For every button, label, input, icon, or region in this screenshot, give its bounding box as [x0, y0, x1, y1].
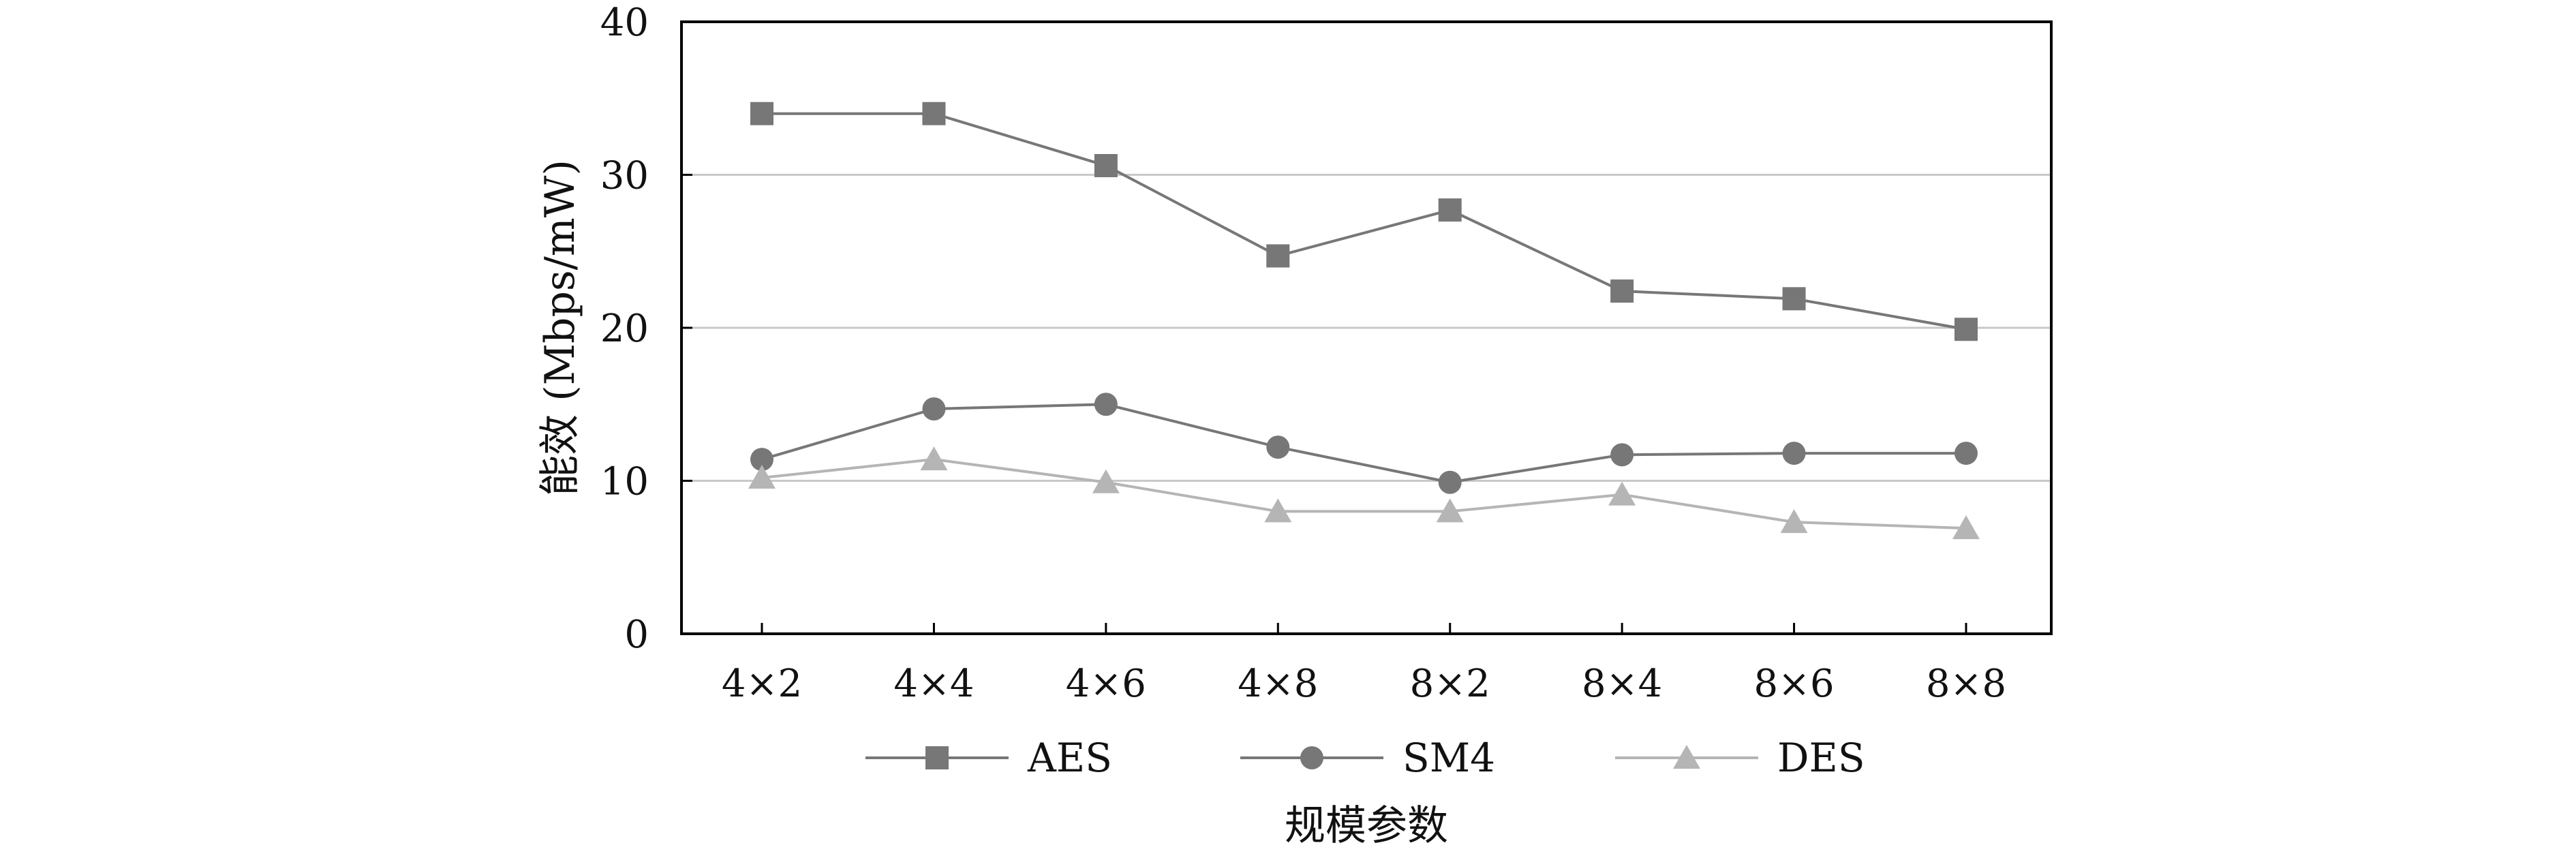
legend-label: SM4: [1402, 735, 1495, 781]
circle-marker: [1610, 443, 1634, 467]
series-line: [761, 458, 1967, 530]
legend-label: DES: [1777, 735, 1865, 781]
triangle-marker: [1264, 498, 1292, 523]
legend-item-sm4: SM4: [1240, 735, 1495, 781]
x-tick-label: 8×8: [1926, 662, 2006, 706]
circle-marker: [1266, 435, 1290, 459]
triangle-marker: [1952, 515, 1980, 540]
y-tick-label: 40: [600, 1, 649, 45]
square-marker: [922, 102, 946, 125]
circle-marker: [1954, 442, 1978, 465]
y-axis-label: 能效 (Mbps/mW): [536, 159, 584, 496]
circle-marker: [1782, 442, 1806, 465]
y-axis-ticks: 0 10 20 30 40: [600, 1, 692, 657]
circle-marker: [750, 448, 773, 472]
y-tick-label: 0: [624, 613, 649, 657]
series-line: [761, 403, 1966, 484]
y-tick-label: 10: [600, 460, 649, 504]
series-line: [762, 112, 1967, 331]
y-tick-label: 20: [600, 307, 649, 351]
square-marker: [750, 102, 773, 125]
square-marker: [1610, 279, 1634, 303]
square-marker: [925, 746, 949, 769]
legend: AES SM4 DES: [865, 735, 1865, 781]
triangle-marker: [748, 465, 776, 489]
square-marker: [1266, 244, 1290, 268]
triangle-marker: [1436, 498, 1464, 523]
x-tick-label: 8×6: [1753, 662, 1834, 706]
x-tick-label: 8×4: [1582, 662, 1662, 706]
legend-item-des: DES: [1615, 735, 1865, 781]
circle-marker: [1094, 393, 1118, 416]
circle-marker: [1438, 470, 1462, 494]
legend-item-aes: AES: [865, 735, 1112, 781]
series-sm4: [750, 393, 1978, 494]
triangle-marker: [920, 446, 948, 471]
triangle-marker: [1608, 481, 1636, 506]
x-tick-label: 4×4: [893, 662, 974, 706]
x-axis-label: 规模参数: [1285, 802, 1448, 850]
x-axis-ticks: 4×2 4×4 4×6 4×8 8×2 8×4 8×6 8×8: [722, 623, 2006, 706]
x-tick-label: 4×8: [1238, 662, 1318, 706]
x-tick-label: 8×2: [1410, 662, 1490, 706]
triangle-marker: [1780, 509, 1808, 534]
square-marker: [1438, 198, 1462, 222]
square-marker: [1954, 318, 1978, 341]
legend-label: AES: [1027, 735, 1112, 781]
triangle-marker: [1092, 469, 1120, 493]
square-marker: [1094, 154, 1118, 178]
series-group: [748, 102, 1980, 540]
square-marker: [1782, 287, 1806, 311]
triangle-marker: [1673, 745, 1700, 769]
circle-marker: [922, 397, 946, 420]
series-aes: [750, 102, 1978, 341]
x-tick-label: 4×6: [1066, 662, 1146, 706]
x-tick-label: 4×2: [722, 662, 802, 706]
series-des: [748, 446, 1980, 540]
circle-marker: [1300, 746, 1323, 769]
y-tick-label: 30: [600, 154, 649, 198]
gridlines: [681, 174, 2051, 482]
